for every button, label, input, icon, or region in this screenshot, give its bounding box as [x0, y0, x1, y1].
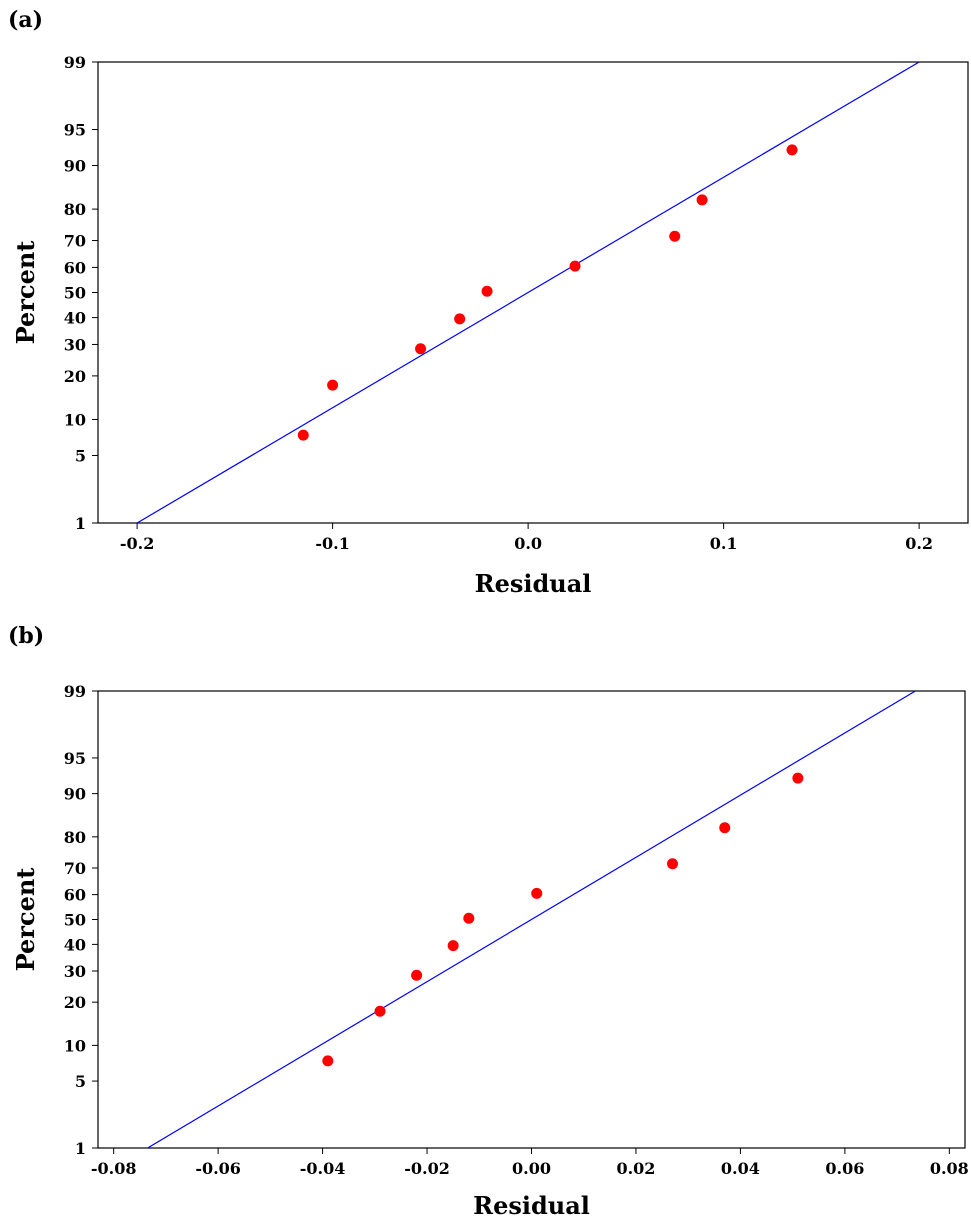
y-tick-label: 1: [75, 514, 86, 533]
plot-frame: [97, 61, 969, 524]
x-tick-label: 0.00: [512, 1159, 551, 1178]
x-axis-title: Residual: [475, 569, 592, 598]
x-tick-label: -0.2: [120, 534, 154, 553]
y-tick-label: 50: [64, 284, 86, 303]
fit-line: [147, 690, 916, 1149]
x-tick-label: 0.04: [721, 1159, 760, 1178]
data-point: [447, 940, 459, 952]
y-tick-label: 5: [75, 1072, 86, 1091]
x-tick-label: -0.06: [195, 1159, 241, 1178]
data-point: [454, 313, 466, 325]
y-tick-label: 90: [64, 785, 86, 804]
y-tick-label: 5: [75, 446, 86, 465]
y-tick-label: 40: [64, 935, 86, 954]
data-point: [667, 858, 679, 870]
x-axis-title: Residual: [473, 1191, 590, 1220]
y-axis-title: Percent: [11, 241, 40, 345]
panel-label: (a): [8, 7, 43, 33]
data-point: [786, 144, 798, 156]
y-tick-label: 70: [64, 859, 86, 878]
y-tick-label: 30: [64, 335, 86, 354]
y-tick-label: 50: [64, 911, 86, 930]
y-tick-label: 95: [64, 749, 86, 768]
x-tick-label: -0.04: [300, 1159, 346, 1178]
x-tick-label: 0.08: [930, 1159, 969, 1178]
y-tick-label: 1: [75, 1139, 86, 1158]
x-tick-label: -0.08: [91, 1159, 137, 1178]
y-tick-label: 70: [64, 232, 86, 251]
data-point: [696, 194, 708, 206]
y-tick-label: 30: [64, 962, 86, 981]
x-tick-label: 0.2: [905, 534, 933, 553]
data-point: [669, 230, 681, 242]
y-tick-label: 10: [64, 410, 86, 429]
panel-label: (b): [8, 623, 44, 649]
data-point: [415, 343, 427, 355]
panel-a: (a) -0.2 -0.1 0.0 0.1 0.2 1 5 10 20 30 40 50 60 70 80 90…: [8, 7, 969, 598]
x-tick-label: 0.06: [825, 1159, 864, 1178]
y-tick-label: 90: [64, 157, 86, 176]
data-point: [569, 260, 581, 272]
y-tick-label: 20: [64, 993, 86, 1012]
y-tick-label: 80: [64, 200, 86, 219]
y-tick-label: 99: [64, 53, 86, 72]
x-tick-label: -0.02: [404, 1159, 450, 1178]
y-tick-label: 40: [64, 309, 86, 328]
data-point: [531, 887, 543, 899]
data-point: [374, 1005, 386, 1017]
y-axis-title: Percent: [11, 868, 40, 972]
y-tick-label: 60: [64, 258, 86, 277]
data-point: [719, 822, 731, 834]
data-point: [322, 1055, 334, 1067]
panel-b: (b) -0.08 -0.06 -0.04 -0.02 0.00 0.02 0.04 0.06 0…: [8, 623, 969, 1220]
x-tick-label: 0.02: [616, 1159, 655, 1178]
data-point: [792, 772, 804, 784]
data-point: [297, 429, 309, 441]
y-tick-label: 95: [64, 121, 86, 140]
data-point: [481, 285, 493, 297]
y-tick-label: 80: [64, 828, 86, 847]
data-point: [463, 912, 475, 924]
fit-line: [136, 61, 920, 524]
x-tick-label: -0.1: [315, 534, 349, 553]
data-point: [411, 969, 423, 981]
x-tick-label: 0.0: [514, 534, 542, 553]
x-tick-label: 0.1: [710, 534, 738, 553]
y-tick-label: 99: [64, 682, 86, 701]
y-tick-label: 20: [64, 367, 86, 386]
y-tick-label: 60: [64, 886, 86, 905]
data-point: [327, 379, 339, 391]
y-tick-label: 10: [64, 1036, 86, 1055]
